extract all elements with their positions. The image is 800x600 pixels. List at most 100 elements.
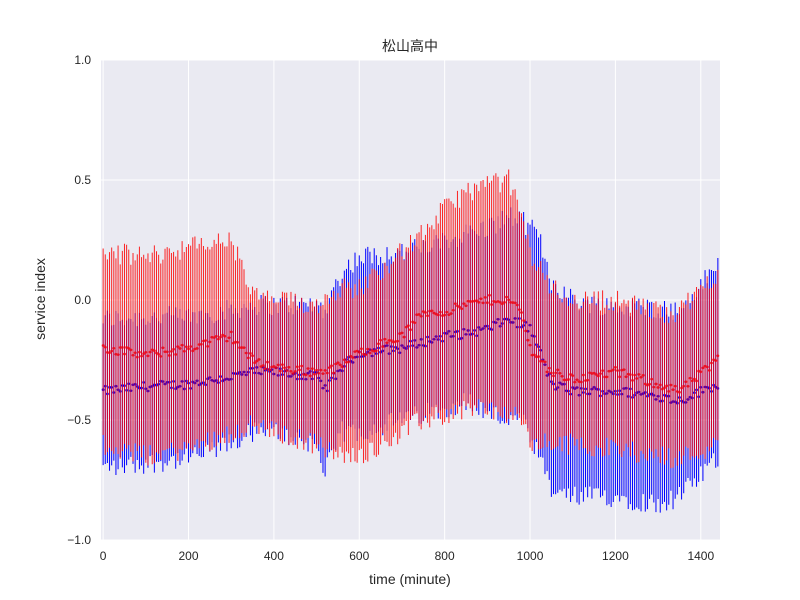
mean-point	[496, 299, 500, 303]
mean-point	[355, 349, 359, 353]
mean-point	[281, 363, 284, 367]
mean-point	[197, 343, 201, 346]
x-tick-label: 1200	[602, 549, 629, 563]
mean-point	[372, 349, 376, 353]
mean-point	[174, 353, 178, 356]
mean-point	[118, 346, 122, 349]
mean-point	[620, 368, 624, 372]
mean-point	[293, 369, 297, 373]
mean-point	[520, 311, 523, 314]
mean-point	[263, 367, 267, 371]
mean-point	[697, 369, 701, 373]
mean-point	[614, 365, 617, 369]
mean-point	[712, 358, 715, 362]
mean-point	[447, 313, 451, 317]
mean-point	[656, 386, 660, 389]
mean-point	[330, 364, 333, 368]
mean-point	[140, 354, 143, 358]
mean-point	[688, 376, 692, 380]
mean-point	[244, 351, 248, 355]
mean-point	[178, 347, 182, 350]
mean-point	[159, 355, 163, 358]
mean-point	[449, 312, 453, 315]
mean-point	[714, 359, 718, 362]
mean-point	[253, 361, 257, 365]
mean-point	[575, 378, 579, 382]
mean-point	[103, 345, 107, 349]
mean-point	[377, 342, 380, 346]
mean-point	[106, 351, 109, 354]
mean-point	[556, 368, 560, 372]
mean-point	[206, 344, 210, 348]
x-tick-label: 800	[435, 549, 455, 563]
mean-point	[545, 370, 549, 374]
mean-point	[624, 375, 628, 379]
mean-point	[703, 364, 707, 368]
mean-point	[116, 353, 120, 356]
mean-point	[481, 301, 485, 305]
mean-point	[146, 354, 150, 358]
mean-point	[144, 350, 148, 354]
mean-point	[530, 353, 534, 357]
mean-point	[313, 372, 316, 376]
y-tick-label: −0.5	[67, 413, 91, 427]
mean-point	[588, 371, 592, 375]
mean-point	[278, 369, 282, 373]
mean-point	[310, 367, 314, 370]
mean-point	[526, 338, 530, 342]
mean-point	[402, 335, 406, 339]
mean-point	[678, 390, 681, 394]
mean-point	[503, 300, 506, 304]
mean-point	[654, 382, 658, 386]
mean-point	[430, 309, 434, 313]
mean-point	[573, 380, 577, 384]
mean-point	[176, 345, 180, 349]
mean-point	[268, 368, 272, 372]
mean-point	[157, 352, 161, 356]
mean-point	[479, 297, 483, 301]
mean-point	[650, 377, 654, 381]
y-tick-label: 1.0	[74, 53, 91, 67]
mean-point	[513, 301, 517, 305]
mean-point	[374, 349, 378, 353]
mean-point	[671, 388, 675, 392]
mean-point	[383, 337, 387, 341]
mean-point	[210, 335, 214, 339]
mean-point	[129, 348, 133, 352]
mean-point	[165, 350, 169, 354]
mean-point	[543, 360, 547, 364]
mean-point	[123, 352, 126, 356]
mean-point	[434, 312, 438, 316]
mean-point	[505, 295, 508, 299]
mean-point	[202, 339, 205, 343]
mean-point	[319, 368, 323, 372]
mean-point	[152, 349, 156, 353]
mean-point	[494, 300, 498, 304]
x-tick-label: 1400	[687, 549, 714, 563]
mean-point	[161, 346, 165, 350]
mean-point	[120, 346, 124, 349]
mean-point	[133, 351, 137, 355]
mean-point	[327, 366, 331, 370]
mean-point	[342, 358, 346, 362]
mean-point	[234, 340, 237, 344]
mean-point	[204, 339, 207, 342]
mean-point	[618, 375, 622, 379]
mean-point	[219, 335, 222, 339]
mean-point	[216, 337, 220, 341]
mean-point	[641, 373, 645, 377]
mean-point	[601, 369, 605, 373]
mean-point	[283, 366, 286, 370]
mean-point	[208, 340, 212, 344]
mean-point	[564, 378, 568, 382]
mean-point	[456, 304, 459, 308]
mean-point	[366, 347, 370, 351]
mean-point	[579, 380, 583, 384]
mean-point	[577, 380, 581, 384]
mean-point	[270, 365, 274, 369]
mean-point	[199, 342, 203, 346]
mean-point	[592, 371, 596, 375]
mean-point	[240, 346, 244, 349]
mean-point	[396, 339, 400, 343]
mean-point	[349, 354, 353, 358]
